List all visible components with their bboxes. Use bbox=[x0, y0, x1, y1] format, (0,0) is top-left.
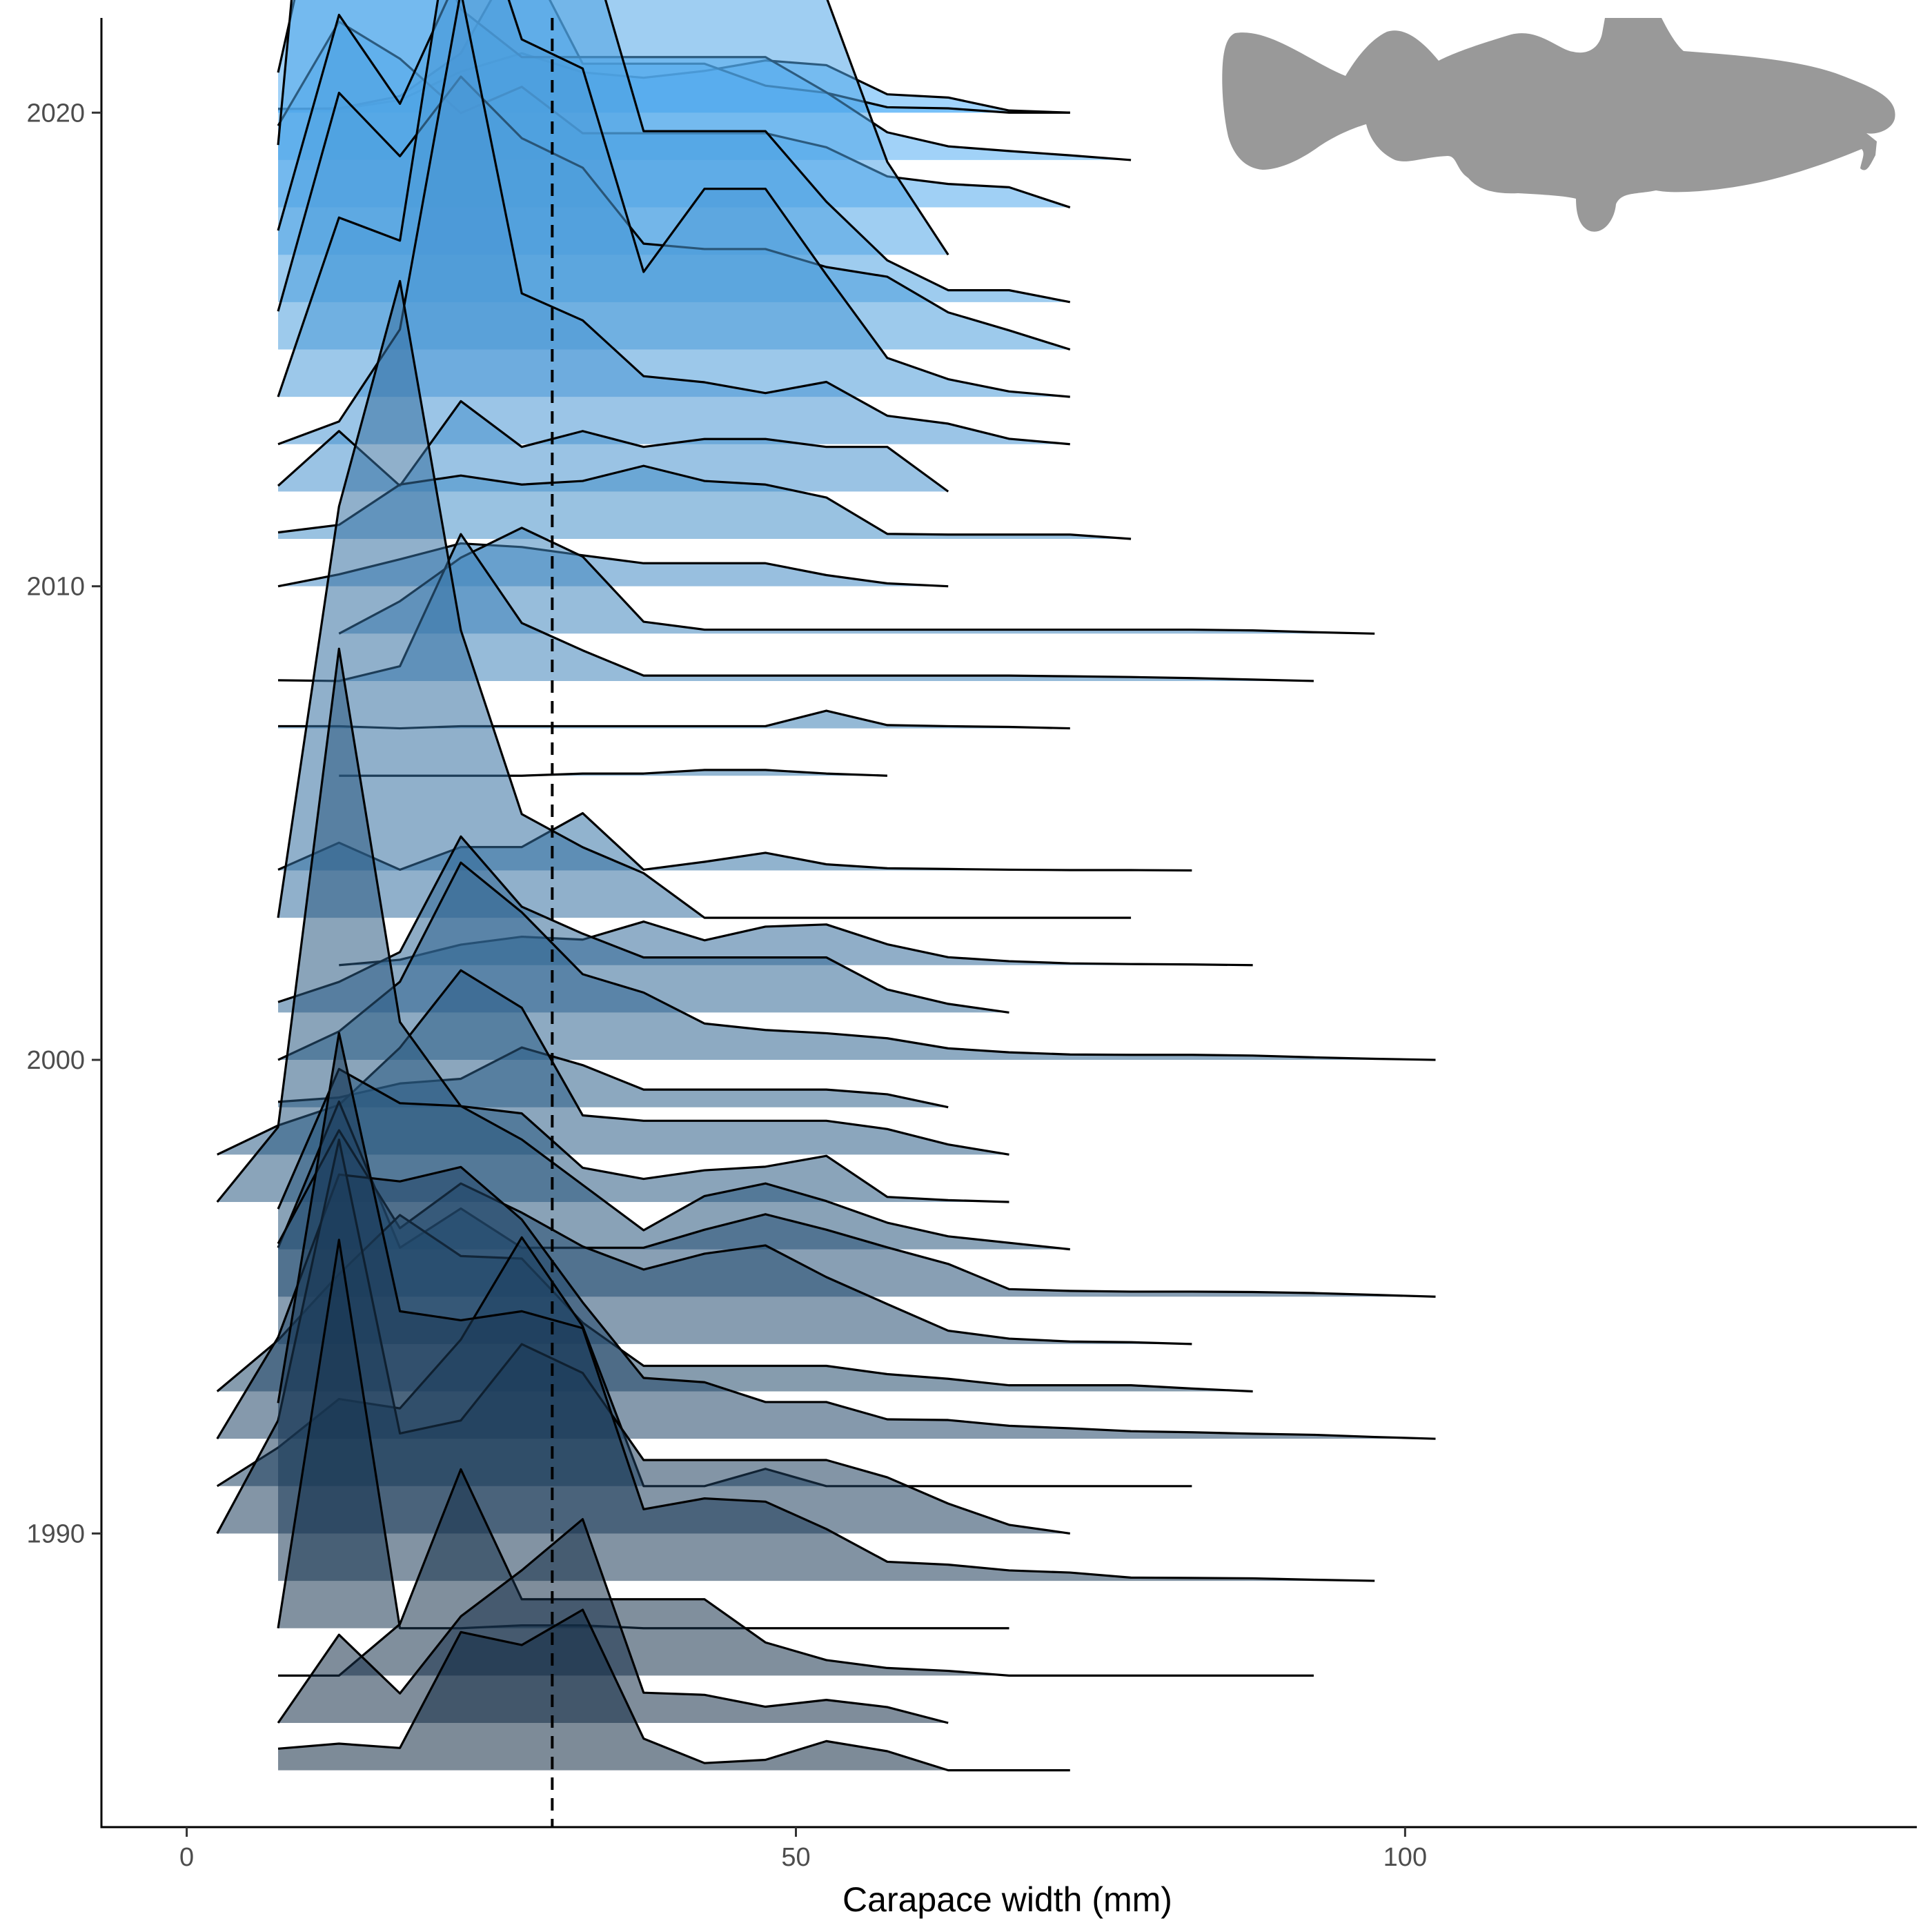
ridge-2013 bbox=[277, 0, 1070, 446]
ridge-area-2008 bbox=[278, 534, 1314, 681]
ridge-line-2001 bbox=[277, 835, 1009, 1014]
ridge-line-1989 bbox=[277, 1032, 1375, 1582]
ridge-line-2016 bbox=[277, 0, 1071, 304]
ridge-line-2013 bbox=[277, 0, 1070, 446]
x-tick-label: 50 bbox=[781, 1843, 810, 1872]
y-tick-label: 2010 bbox=[26, 573, 85, 602]
ridge-area-2013 bbox=[278, 0, 1070, 444]
ridge-area-2000 bbox=[278, 862, 1436, 1061]
ridge-line-1996 bbox=[277, 1067, 1070, 1251]
ridge-area-2003 bbox=[278, 281, 1132, 918]
y-tick-label: 2020 bbox=[26, 99, 85, 128]
ridge-2008 bbox=[278, 533, 1314, 682]
y-axis-ticks: 1990 2000 2010 2020 bbox=[26, 99, 101, 1548]
ridge-2000 bbox=[277, 861, 1436, 1061]
ridge-line-2008 bbox=[278, 533, 1314, 682]
ridge-area-1989 bbox=[278, 1033, 1375, 1581]
ridge-area-1985 bbox=[278, 1609, 1070, 1771]
x-tick-label: 0 bbox=[179, 1843, 194, 1872]
ridge-1997 bbox=[216, 647, 1009, 1203]
x-tick-label: 100 bbox=[1383, 1843, 1427, 1872]
ridge-area-2011 bbox=[278, 466, 1132, 540]
ridge-2003 bbox=[277, 279, 1132, 919]
ridge-area-2006 bbox=[339, 769, 887, 776]
ridge-line-1992 bbox=[216, 1165, 1436, 1440]
fish-silhouette-icon bbox=[1222, 18, 1895, 232]
ridge-area-2009 bbox=[339, 527, 1375, 634]
ridge-line-1997 bbox=[216, 647, 1009, 1203]
ridge-line-2000 bbox=[277, 861, 1436, 1061]
x-axis-title: Carapace width (mm) bbox=[842, 1880, 1172, 1919]
y-tick-label: 2000 bbox=[26, 1046, 85, 1075]
ridge-line-2014 bbox=[277, 0, 1070, 398]
ridge-area-1988 bbox=[278, 1239, 1009, 1628]
ridges bbox=[216, 0, 1436, 1772]
ridge-line-1987 bbox=[278, 1468, 1314, 1677]
ridge-line-1985 bbox=[277, 1608, 1070, 1772]
ridge-1989 bbox=[277, 1032, 1375, 1582]
ridge-2009 bbox=[338, 526, 1375, 635]
ridge-area-1997 bbox=[217, 649, 1009, 1202]
y-tick-label: 1990 bbox=[26, 1519, 85, 1548]
ridge-line-2017 bbox=[277, 0, 949, 256]
x-axis-ticks: 0 50 100 bbox=[179, 1827, 1427, 1872]
ridge-line-2009 bbox=[338, 526, 1375, 635]
ridge-area-2007 bbox=[278, 711, 1070, 729]
ridge-line-2003 bbox=[277, 279, 1132, 919]
ridge-line-1986 bbox=[277, 1518, 949, 1724]
ridge-1985 bbox=[277, 1608, 1070, 1772]
